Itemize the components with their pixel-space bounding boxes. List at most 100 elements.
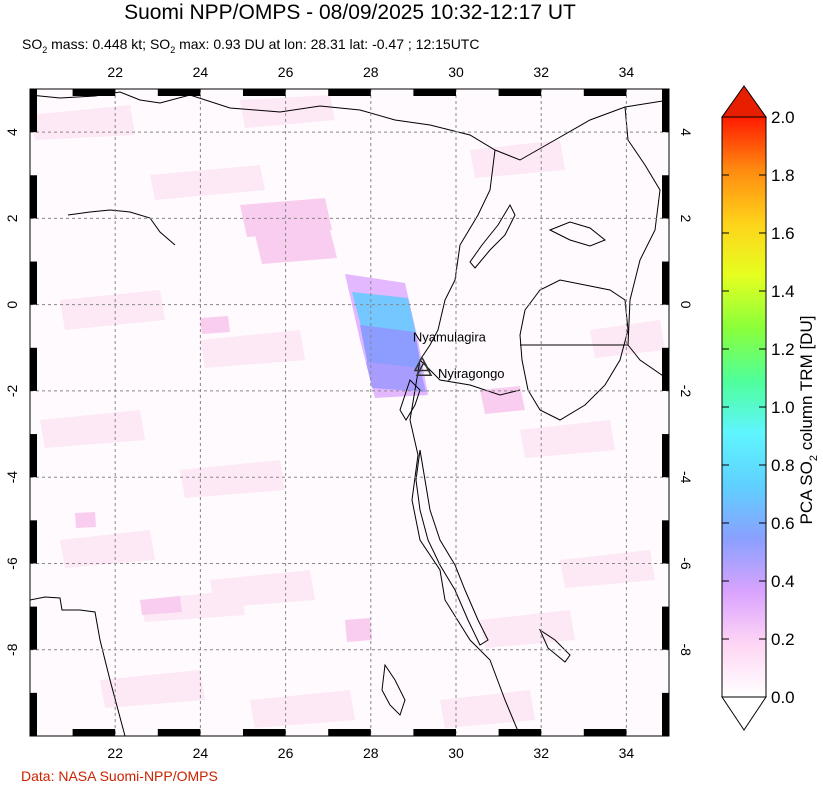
lon-tick-label: 32 bbox=[533, 745, 549, 761]
lat-tick-label: -8 bbox=[4, 643, 20, 656]
colorbar-tick-label: 1.4 bbox=[771, 282, 795, 301]
frame-segment bbox=[72, 729, 116, 736]
colorbar-tick-label: 1.8 bbox=[771, 166, 795, 185]
frame-segment bbox=[30, 175, 37, 219]
lon-tick-label: 24 bbox=[193, 64, 209, 80]
colorbar-tick-label: 1.6 bbox=[771, 224, 795, 243]
frame-segment bbox=[30, 89, 37, 133]
lon-tick-label: 30 bbox=[448, 64, 464, 80]
frame-segment bbox=[30, 261, 37, 305]
so2-swath-pixels bbox=[75, 198, 525, 642]
colorbar-body bbox=[721, 116, 767, 698]
frame-segment bbox=[328, 89, 371, 96]
colorbar-tick-label: 0.8 bbox=[771, 456, 795, 475]
frame-segment bbox=[243, 89, 286, 96]
so2-pixels bbox=[30, 95, 665, 728]
map-coastlines bbox=[30, 91, 669, 736]
colorbar-label-part-b: column TRM [DU] bbox=[797, 316, 816, 456]
lon-tick-label: 34 bbox=[619, 64, 635, 80]
subtitle-max-text: max: 0.93 DU at lon: 28.31 lat: -0.47 ; … bbox=[175, 36, 480, 52]
frame-segment bbox=[583, 89, 627, 96]
frame-segment bbox=[30, 520, 37, 564]
lat-tick-label: 2 bbox=[4, 214, 20, 222]
frame-segment bbox=[30, 606, 37, 650]
colorbar-tick-label: 0.6 bbox=[771, 514, 795, 533]
frame-segment bbox=[413, 89, 456, 96]
lon-tick-label: 22 bbox=[107, 745, 123, 761]
frame-segment bbox=[30, 434, 37, 478]
lat-labels-left: 4 2 0 -2 -4 -6 -8 bbox=[4, 128, 20, 656]
lon-tick-label: 32 bbox=[533, 64, 549, 80]
so2-plume-high bbox=[352, 292, 416, 334]
lat-tick-label: 0 bbox=[4, 301, 20, 309]
lake-outline bbox=[381, 663, 406, 716]
colorbar-label: PCA SO2 column TRM [DU] bbox=[797, 316, 820, 525]
lon-labels-bottom: 22 24 26 28 30 32 34 bbox=[107, 745, 634, 761]
lat-tick-label: 4 bbox=[678, 128, 694, 136]
frame-segment bbox=[662, 434, 669, 478]
frame-segment bbox=[662, 520, 669, 564]
so2-plume-mid bbox=[360, 325, 422, 372]
colorbar-tick-label: 0.0 bbox=[771, 688, 795, 707]
frame-segment bbox=[328, 729, 371, 736]
lat-tick-label: 2 bbox=[678, 215, 694, 223]
colorbar-tick-label: 1.2 bbox=[771, 340, 795, 359]
volcano-label: Nyamulagira bbox=[413, 329, 487, 344]
lake-outline bbox=[399, 379, 421, 421]
lat-tick-label: 0 bbox=[678, 301, 694, 309]
colorbar-min-arrow bbox=[721, 696, 767, 731]
lake-outline bbox=[469, 203, 516, 269]
lat-tick-label: -4 bbox=[4, 471, 20, 484]
frame-segment bbox=[662, 347, 669, 391]
lat-tick-label: -6 bbox=[678, 557, 694, 570]
frame-segment bbox=[662, 261, 669, 305]
lat-tick-label: -8 bbox=[678, 644, 694, 657]
lake-outline bbox=[548, 221, 606, 247]
lat-labels-right: 4 2 0 -2 -4 -6 -8 bbox=[678, 128, 694, 656]
frame-segment bbox=[662, 175, 669, 219]
lat-tick-label: -2 bbox=[678, 385, 694, 398]
frame-segment bbox=[157, 89, 201, 96]
lon-tick-label: 34 bbox=[619, 745, 635, 761]
lon-tick-label: 24 bbox=[193, 745, 209, 761]
frame-segment bbox=[498, 89, 542, 96]
lake-outline bbox=[538, 628, 571, 663]
border-line bbox=[30, 91, 669, 161]
lat-tick-label: -2 bbox=[4, 384, 20, 397]
colorbar-tick-label: 1.0 bbox=[771, 398, 795, 417]
border-line bbox=[419, 359, 521, 396]
lon-tick-label: 30 bbox=[448, 745, 464, 761]
data-credit: Data: NASA Suomi-NPP/OMPS bbox=[21, 768, 218, 784]
lake-outline bbox=[519, 279, 629, 421]
colorbar-tick-label: 0.4 bbox=[771, 572, 795, 591]
graticule bbox=[30, 89, 669, 736]
frame-segment bbox=[30, 692, 37, 736]
colorbar-ticks: 2.0 1.8 1.6 1.4 1.2 1.0 0.8 0.6 0.4 0.2 0.0 bbox=[722, 108, 795, 707]
subtitle-max-sub: 2 bbox=[170, 44, 176, 55]
lake-outline bbox=[67, 209, 176, 246]
lat-tick-label: 4 bbox=[4, 128, 20, 136]
frame-segment bbox=[157, 729, 201, 736]
volcano-triangle-icon bbox=[415, 360, 433, 376]
lon-labels-top: 22 24 26 28 30 32 34 bbox=[107, 64, 634, 80]
frame-segment bbox=[662, 606, 669, 650]
map-subtitle: SO2 mass: 0.448 kt; SO2 max: 0.93 DU at … bbox=[22, 36, 479, 55]
lon-tick-label: 26 bbox=[278, 745, 294, 761]
so2-plume-low bbox=[366, 362, 426, 392]
colorbar-tick-label: 0.2 bbox=[771, 630, 795, 649]
subtitle-mass-b: mass: 0.448 kt; SO bbox=[47, 36, 171, 52]
border-line bbox=[624, 106, 669, 381]
border-line bbox=[30, 596, 126, 736]
frame-segment bbox=[243, 729, 286, 736]
lon-tick-label: 28 bbox=[363, 745, 379, 761]
subtitle-mass-a: SO bbox=[22, 36, 43, 52]
colorbar-tick-label: 2.0 bbox=[771, 108, 795, 127]
frame-segment bbox=[498, 729, 542, 736]
frame-segment bbox=[413, 729, 456, 736]
border-line bbox=[419, 149, 496, 361]
frame-segment bbox=[72, 89, 116, 96]
map-title: Suomi NPP/OMPS - 08/09/2025 10:32-12:17 … bbox=[124, 1, 576, 24]
lon-tick-label: 26 bbox=[278, 64, 294, 80]
map-frame bbox=[29, 88, 670, 737]
